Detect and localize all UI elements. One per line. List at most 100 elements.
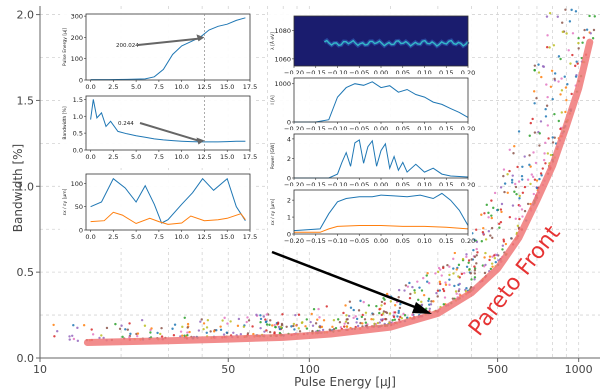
scatter-point	[427, 281, 431, 285]
scatter-point	[540, 174, 543, 177]
scatter-point	[513, 145, 516, 148]
scatter-point	[485, 203, 488, 207]
scatter-point	[473, 272, 477, 275]
scatter-point	[484, 238, 488, 241]
scatter-point	[521, 165, 524, 168]
scatter-point	[475, 240, 479, 244]
scatter-point	[361, 313, 364, 317]
scatter-point	[436, 289, 440, 292]
scatter-point	[473, 267, 477, 270]
scatter-point	[271, 324, 274, 327]
scatter-point	[425, 274, 428, 277]
scatter-point	[526, 178, 530, 181]
inset-x-tick-label: −0.05	[349, 181, 369, 189]
scatter-point	[239, 333, 243, 336]
scatter-point	[442, 289, 446, 293]
scatter-point	[345, 314, 348, 317]
scatter-point	[422, 293, 426, 297]
scatter-point	[498, 222, 501, 226]
scatter-point	[465, 253, 468, 256]
scatter-point	[281, 313, 284, 316]
scatter-point	[428, 303, 431, 306]
scatter-point	[280, 323, 284, 327]
scatter-point	[381, 312, 385, 315]
scatter-point	[523, 209, 527, 213]
scatter-point	[470, 258, 473, 261]
inset-x-tick-label: −0.15	[306, 125, 326, 133]
scatter-point	[416, 280, 419, 283]
inset-x-tick-label: −0.05	[349, 237, 369, 245]
scatter-point	[56, 330, 59, 333]
inset-annotation: 200.024	[116, 43, 139, 49]
inset-right-3: −0.20 −0.15 −0.10 −0.05 0.00 0.05 0.10 0.15 0.20…	[268, 130, 475, 196]
scatter-point	[403, 289, 406, 292]
scatter-point	[391, 319, 394, 322]
scatter-point	[516, 224, 520, 228]
scatter-point	[448, 283, 451, 287]
scatter-point	[484, 251, 487, 255]
scatter-point	[575, 60, 578, 63]
scatter-point	[338, 321, 342, 324]
scatter-point	[311, 324, 315, 327]
scatter-point	[512, 152, 515, 155]
inset-left-2: 0.0 2.5 5.0 7.5 10.0 12.5 15.0 17.5 0.0 0.5 1.0 1.5…	[60, 92, 257, 168]
scatter-point	[344, 320, 348, 323]
scatter-point	[528, 154, 531, 157]
scatter-point	[518, 204, 522, 208]
scatter-point	[546, 34, 549, 37]
scatter-point	[565, 99, 568, 102]
inset-y-tick-label: 1000	[274, 80, 291, 88]
insets: 0.0 2.5 5.0 7.5 10.0 12.5 15.0 17.50100200300Pu…	[60, 10, 475, 252]
series-line	[294, 225, 469, 233]
inset-y-tick-label: 50	[75, 203, 83, 211]
scatter-point	[502, 168, 506, 171]
scatter-point	[560, 111, 563, 114]
scatter-point	[409, 292, 412, 296]
scatter-point	[444, 281, 447, 284]
scatter-point	[294, 313, 297, 317]
scatter-point	[393, 318, 397, 321]
scatter-point	[483, 212, 486, 215]
scatter-point	[376, 321, 380, 325]
scatter-point	[473, 269, 477, 272]
scatter-point	[593, 15, 596, 18]
inset-y-label: Pulse Energy [μJ]	[62, 28, 68, 66]
scatter-point	[259, 314, 262, 317]
scatter-point	[384, 318, 388, 321]
scatter-point	[339, 326, 343, 329]
scatter-point	[473, 255, 477, 259]
scatter-point	[453, 284, 456, 288]
scatter-point	[472, 248, 475, 252]
scatter-point	[528, 134, 531, 137]
inset-x-tick-label: −0.20	[284, 237, 304, 245]
inset-x-tick-label: 0.0	[85, 233, 95, 241]
scatter-point	[259, 320, 262, 324]
scatter-point	[547, 137, 550, 140]
scatter-point	[530, 173, 533, 176]
scatter-point	[517, 180, 521, 183]
scatter-point	[438, 289, 442, 292]
scatter-point	[493, 254, 496, 257]
inset-x-tick-label: 12.5	[197, 83, 211, 91]
scatter-point	[197, 329, 201, 332]
scatter-point	[506, 191, 509, 194]
scatter-point	[349, 306, 353, 309]
scatter-point	[408, 281, 411, 285]
scatter-point	[475, 247, 478, 251]
scatter-point	[265, 313, 268, 316]
scatter-point	[199, 320, 202, 323]
inset-x-tick-label: 15.0	[220, 83, 234, 91]
scatter-point	[432, 300, 435, 303]
scatter-point	[465, 265, 469, 268]
scatter-point	[255, 313, 258, 317]
scatter-point	[569, 62, 572, 65]
scatter-point	[388, 312, 392, 315]
x-tick-label: 500	[487, 363, 508, 376]
inset-x-tick-label: 0.10	[417, 237, 431, 245]
scatter-point	[406, 316, 409, 319]
scatter-point	[571, 53, 574, 57]
scatter-point	[278, 327, 281, 331]
scatter-point	[475, 262, 478, 265]
heatmap-band	[324, 39, 469, 47]
scatter-point	[520, 208, 524, 211]
